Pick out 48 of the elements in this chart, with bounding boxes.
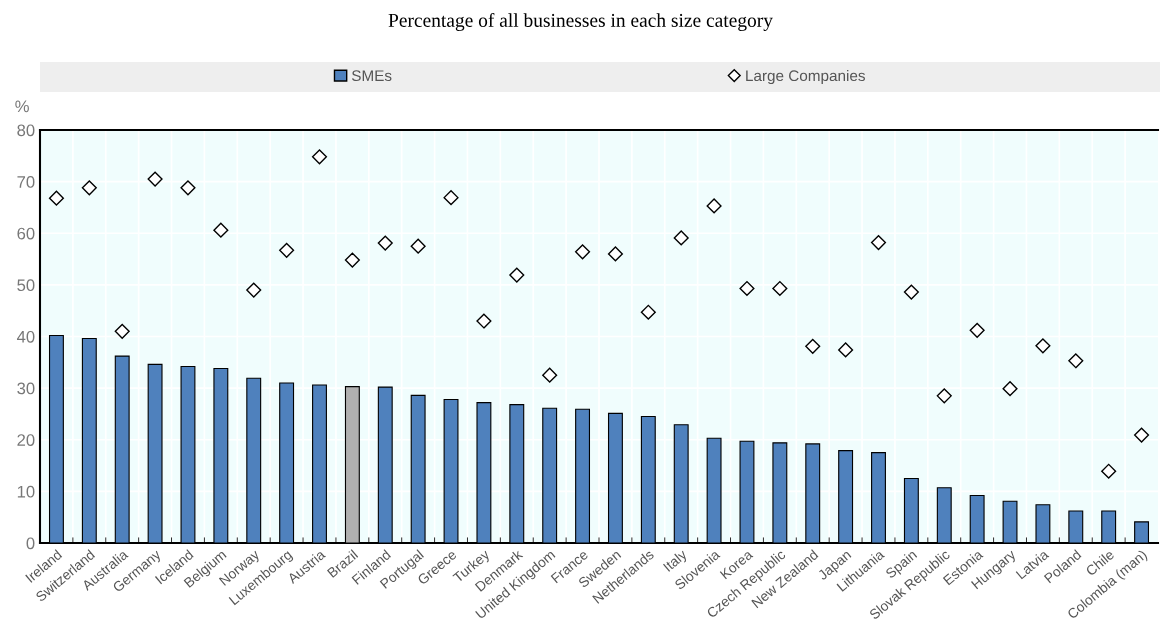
point (1002, 381, 1018, 397)
point (805, 338, 821, 354)
y-axis-title: % (15, 100, 29, 113)
y-tick-label: 50 (17, 279, 35, 292)
y-tick-label: 10 (17, 485, 35, 498)
point (838, 342, 854, 358)
point (903, 284, 919, 300)
point (81, 180, 97, 196)
point (279, 242, 295, 258)
point (1068, 353, 1084, 369)
legend-label: SMEs (351, 70, 392, 82)
point (574, 244, 591, 260)
point (311, 149, 328, 165)
point (410, 238, 426, 254)
x-tick-label: Chile (1084, 548, 1115, 577)
point (1101, 463, 1117, 479)
point (739, 280, 755, 297)
point (542, 367, 558, 383)
y-tick-label: 60 (17, 227, 35, 240)
chart-title: Percentage of all businesses in each size category (388, 13, 773, 31)
point (640, 304, 656, 320)
y-tick-label: 70 (17, 176, 35, 188)
point (246, 282, 262, 298)
point (443, 190, 459, 206)
point (344, 252, 360, 268)
point (509, 267, 525, 283)
point (114, 323, 130, 339)
point (180, 180, 196, 196)
point (673, 230, 689, 246)
point (870, 234, 887, 251)
y-tick-label: 20 (17, 434, 35, 446)
point (772, 280, 788, 297)
point (936, 388, 952, 404)
point (1035, 338, 1051, 354)
point (476, 313, 492, 329)
point (48, 190, 65, 206)
point (969, 322, 985, 338)
y-tick-label: 0 (26, 537, 35, 550)
y-tick-label: 40 (16, 330, 35, 343)
point (377, 235, 393, 251)
point (1133, 427, 1150, 443)
point (706, 198, 722, 214)
y-tick-label: 30 (17, 382, 35, 395)
legend-label: Large Companies (746, 69, 865, 85)
y-tick-label: 80 (17, 124, 35, 137)
point (607, 246, 624, 262)
point (147, 171, 163, 187)
point (213, 222, 229, 238)
